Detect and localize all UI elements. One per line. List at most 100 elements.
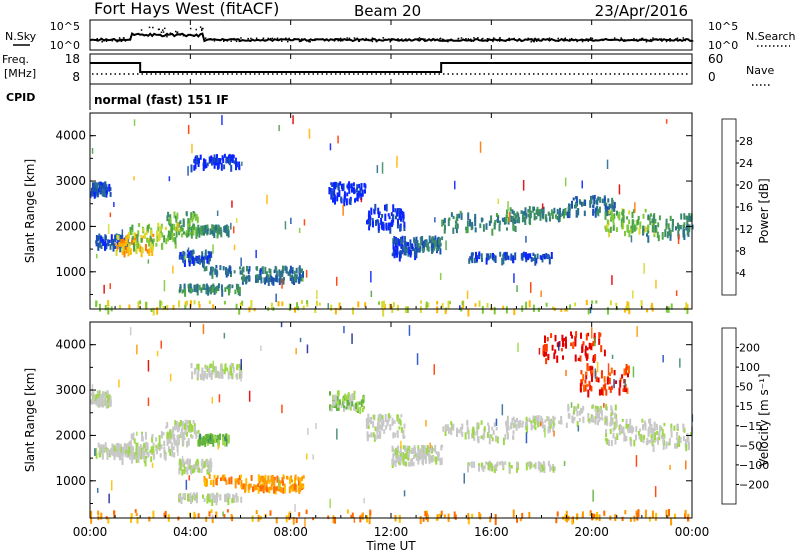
nsearch-dot xyxy=(223,40,225,42)
data-cell xyxy=(97,243,100,251)
nsearch-dot xyxy=(287,40,289,43)
data-cell xyxy=(553,207,556,214)
data-cell xyxy=(196,469,199,473)
noise-cell xyxy=(624,379,627,387)
velocity-colorbar-label: Velocity [m s⁻¹] xyxy=(757,373,771,466)
nsearch-dot xyxy=(534,37,536,40)
data-cell xyxy=(542,344,545,350)
data-cell xyxy=(368,219,371,227)
data-cell xyxy=(440,510,443,516)
data-cell xyxy=(397,455,400,463)
data-cell xyxy=(330,193,333,200)
nsearch-dot xyxy=(589,38,592,40)
nsearch-dot xyxy=(487,39,489,41)
data-cell xyxy=(433,237,436,243)
data-cell xyxy=(582,374,585,381)
noise-cell xyxy=(611,354,614,359)
data-cell xyxy=(576,421,579,427)
data-cell xyxy=(425,239,428,243)
data-cell xyxy=(552,466,555,473)
nsearch-dot xyxy=(224,39,226,41)
data-cell xyxy=(348,186,351,194)
noise-cell xyxy=(136,344,138,355)
data-cell xyxy=(224,495,227,499)
nsearch-dot xyxy=(654,38,657,40)
data-cell xyxy=(372,432,375,438)
data-cell xyxy=(103,182,106,190)
data-cell xyxy=(555,517,558,524)
data-cell xyxy=(100,185,102,189)
data-cell xyxy=(348,181,351,187)
data-cell xyxy=(583,384,585,392)
data-cell xyxy=(355,402,357,410)
data-cell xyxy=(187,225,190,231)
nsearch-dot xyxy=(124,38,126,41)
data-cell xyxy=(221,289,224,297)
data-cell xyxy=(617,214,620,219)
data-cell xyxy=(433,244,435,251)
data-cell xyxy=(611,197,614,205)
data-cell xyxy=(512,509,515,518)
data-cell xyxy=(687,443,690,451)
noise-cell xyxy=(445,240,447,250)
data-cell xyxy=(629,436,632,441)
data-cell xyxy=(479,513,482,520)
data-cell xyxy=(216,493,219,498)
data-cell xyxy=(357,190,360,197)
data-cell xyxy=(438,513,441,518)
data-cell xyxy=(160,444,163,450)
data-cell xyxy=(576,410,579,417)
data-cell xyxy=(465,226,468,230)
cpid-label: CPID xyxy=(6,91,35,104)
colorbar-tick-label: 15 xyxy=(739,400,753,413)
data-cell xyxy=(408,461,411,467)
y-tick-label: 2000 xyxy=(55,428,86,442)
data-cell xyxy=(502,218,505,223)
noise-cell xyxy=(525,432,528,444)
data-cell xyxy=(516,517,518,523)
data-cell xyxy=(118,454,121,461)
data-cell xyxy=(472,430,475,439)
noise-cell xyxy=(343,326,345,334)
data-cell xyxy=(184,427,187,432)
noise-cell xyxy=(564,177,567,187)
data-cell xyxy=(598,389,601,396)
data-cell xyxy=(219,494,222,501)
data-cell xyxy=(217,370,220,378)
data-cell xyxy=(187,218,190,224)
freq-trace xyxy=(90,62,692,73)
data-cell xyxy=(198,439,201,447)
data-cell xyxy=(294,306,296,313)
nsearch-dot xyxy=(96,38,98,40)
data-cell xyxy=(682,423,685,429)
noise-cell xyxy=(248,390,251,402)
noise-cell xyxy=(611,275,613,285)
data-cell xyxy=(622,388,625,392)
data-cell xyxy=(235,492,238,498)
data-cell xyxy=(647,235,650,243)
data-cell xyxy=(193,426,196,432)
data-cell xyxy=(329,391,331,396)
noise-cell xyxy=(305,270,308,278)
data-cell xyxy=(269,269,272,276)
data-cell xyxy=(491,466,494,472)
data-cell xyxy=(461,423,464,430)
data-cell xyxy=(142,228,145,232)
data-cell xyxy=(664,229,667,237)
data-cell xyxy=(473,257,476,264)
nsearch-dot xyxy=(492,38,494,41)
data-cell xyxy=(356,184,359,190)
data-cell xyxy=(610,367,613,374)
noise-cell xyxy=(163,280,166,292)
data-cell xyxy=(582,405,585,411)
data-cell xyxy=(197,363,200,371)
data-cell xyxy=(300,269,303,273)
data-cell xyxy=(351,187,354,193)
data-cell xyxy=(452,215,455,220)
noise-cell xyxy=(538,348,541,355)
data-cell xyxy=(197,464,200,471)
nsearch-dot xyxy=(296,38,298,40)
nsearch-dot xyxy=(348,37,351,40)
data-cell xyxy=(207,250,210,254)
data-cell xyxy=(159,225,162,232)
